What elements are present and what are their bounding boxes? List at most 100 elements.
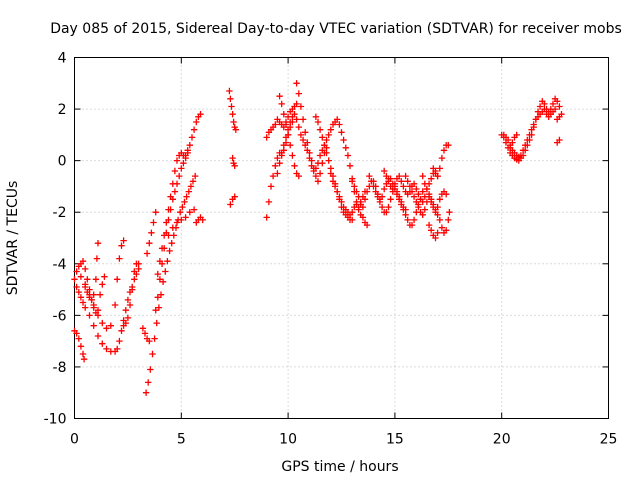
x-tick-label: 5 — [177, 432, 186, 448]
data-point — [274, 170, 281, 177]
data-point — [291, 162, 298, 169]
data-point — [297, 131, 305, 139]
data-point — [103, 325, 110, 332]
series-track-f — [120, 260, 142, 329]
data-point — [329, 178, 337, 185]
data-point — [398, 201, 405, 208]
data-point — [263, 134, 270, 141]
data-point — [84, 276, 91, 283]
data-point — [323, 136, 330, 144]
data-point — [278, 149, 285, 157]
series-track-g — [139, 325, 153, 345]
data-point — [293, 80, 300, 87]
data-point — [370, 183, 377, 190]
data-point — [421, 206, 428, 213]
data-point — [184, 147, 191, 154]
data-point — [101, 273, 108, 280]
data-point — [232, 126, 239, 133]
data-point — [75, 288, 82, 296]
data-point — [432, 234, 439, 242]
data-point — [507, 144, 514, 151]
data-point — [139, 325, 147, 332]
data-point — [73, 268, 80, 275]
data-point — [402, 211, 409, 218]
data-point — [428, 175, 435, 182]
data-point — [289, 152, 296, 159]
grid-lines — [74, 57, 609, 419]
data-point — [84, 288, 91, 296]
data-point — [192, 172, 199, 180]
data-point — [338, 129, 345, 136]
data-point — [94, 312, 102, 319]
data-point — [410, 216, 418, 224]
data-point — [556, 136, 563, 144]
y-axis-label: SDTVAR / TECUs — [5, 181, 21, 296]
x-tick-label: 20 — [493, 432, 511, 448]
data-point — [372, 188, 379, 195]
data-point — [361, 196, 369, 203]
data-point — [282, 121, 290, 128]
data-point — [166, 247, 173, 255]
data-point — [428, 227, 435, 234]
data-point — [404, 216, 411, 224]
y-tick-label: -10 — [44, 412, 67, 428]
data-point — [171, 188, 179, 195]
data-point — [145, 379, 152, 386]
data-point — [107, 322, 114, 329]
data-point — [509, 139, 516, 146]
y-tick-label: -6 — [53, 308, 67, 324]
data-point — [181, 198, 188, 206]
data-point — [312, 113, 320, 120]
data-point — [187, 183, 195, 190]
data-point — [276, 93, 283, 100]
data-point — [363, 188, 371, 195]
y-tick-label: 4 — [58, 51, 67, 67]
data-point — [291, 111, 298, 118]
data-point — [541, 105, 548, 113]
data-point — [197, 111, 204, 118]
data-point — [517, 152, 525, 159]
data-point — [142, 389, 150, 396]
data-point — [334, 188, 341, 195]
data-point — [410, 193, 418, 200]
data-point — [381, 185, 388, 193]
data-point — [393, 191, 401, 198]
data-point — [400, 183, 407, 190]
data-point — [385, 178, 392, 185]
data-point — [169, 180, 176, 187]
data-point — [410, 180, 418, 187]
data-point — [530, 121, 537, 128]
data-point — [295, 90, 302, 97]
data-points — [71, 80, 565, 396]
data-point — [299, 136, 307, 144]
data-point — [402, 172, 409, 180]
data-point — [314, 178, 322, 185]
data-point — [167, 193, 174, 200]
data-point — [99, 319, 106, 327]
data-point — [96, 291, 104, 298]
series-track-aa — [402, 172, 450, 218]
data-point — [342, 144, 349, 151]
data-point — [316, 126, 324, 133]
data-point — [349, 178, 356, 185]
data-point — [549, 100, 557, 108]
data-point — [419, 188, 426, 195]
data-point — [425, 221, 433, 229]
data-point — [355, 206, 362, 213]
data-point — [406, 183, 414, 190]
data-point — [73, 330, 80, 337]
data-point — [282, 134, 290, 141]
data-point — [524, 136, 531, 144]
data-point — [274, 154, 281, 162]
data-point — [443, 227, 450, 234]
series-track-l — [165, 206, 198, 239]
data-point — [554, 98, 561, 105]
data-point — [344, 152, 352, 159]
data-point — [126, 301, 134, 309]
data-point — [178, 216, 185, 224]
data-point — [404, 178, 411, 185]
series-track-e — [82, 240, 102, 304]
data-point — [77, 343, 85, 350]
data-point — [363, 221, 371, 229]
y-tick-label: -8 — [53, 360, 67, 376]
